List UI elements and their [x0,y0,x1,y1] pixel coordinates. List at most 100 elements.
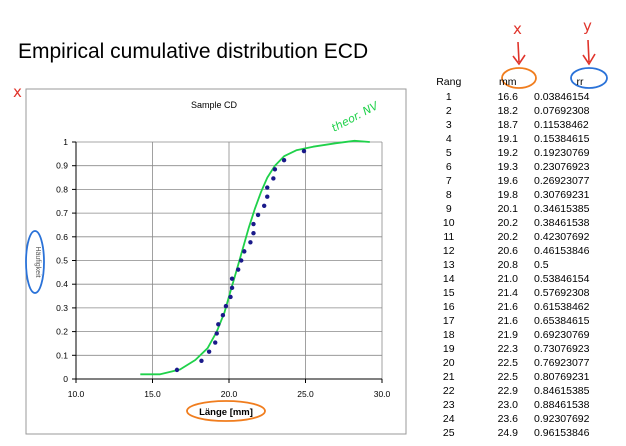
chart-title: Sample CD [191,100,238,110]
cell-mm: 24.9 [497,427,518,439]
data-point [301,148,307,154]
data-point [229,285,235,291]
cell-rang: 17 [442,315,455,327]
cell-rr: 0.15384615 [534,133,590,145]
data-point [174,367,180,373]
table-row: 24 23.6 0.92307692 [416,412,626,426]
cell-mm: 22.9 [497,385,518,397]
cell-rang: 5 [445,147,452,159]
table-row: 13 20.8 0.5 [416,258,626,272]
data-point [255,212,261,218]
x-tick-label: 10.0 [68,389,85,399]
data-point [272,167,278,172]
data-point [281,158,287,163]
data-point [251,221,256,227]
handwritten-x-left: x [13,83,22,101]
cell-mm: 18.2 [497,105,518,117]
header-rr: rr [576,76,584,88]
cell-rr: 0.38461538 [534,217,590,229]
data-point [239,258,244,263]
handwritten-y-above-rr: y [583,17,592,35]
cell-rr: 0.73076923 [534,343,590,355]
data-point [223,303,229,309]
cell-mm: 20.8 [497,259,518,271]
cell-mm: 19.1 [497,133,518,145]
cell-rr: 0.26923077 [534,175,590,187]
cell-rang: 11 [443,231,455,243]
cell-mm: 21.6 [497,301,518,313]
y-tick-label: 0.2 [56,327,68,337]
table-row: 20 22.5 0.76923077 [416,356,626,370]
table-row: 25 24.9 0.96153846 [416,426,626,440]
y-tick-label: 0.3 [56,303,68,313]
table-row: 18 21.9 0.69230769 [416,328,626,342]
cell-mm: 23.6 [497,413,518,425]
y-tick-label: 0.1 [56,350,68,360]
chart: Sample CD 0 0.1 0.2 0.3 0.4 0.5 0.6 0.7 0.8 0.9 1 1… [13,83,407,435]
header-rang: Rang [436,76,462,88]
cell-mm: 22.5 [497,371,518,383]
table-row: 19 22.3 0.73076923 [416,342,626,356]
cell-mm: 19.8 [497,189,518,201]
data-point [265,185,270,190]
theoretical-curve [140,139,370,376]
arrow-down-rr-icon [582,39,596,66]
cell-mm: 20.6 [497,245,518,257]
data-table: Rang mm rr 1 16.6 0.03846154 2 18.2 0.0769230… [416,74,626,440]
cell-rr: 0.07692308 [534,105,590,117]
arrow-down-mm-icon [512,41,526,66]
data-point [220,312,226,318]
data-point [242,249,247,254]
cell-rr: 0.34615385 [534,203,590,215]
data-point [251,230,256,236]
cell-rang: 23 [442,399,455,411]
cell-mm: 19.3 [497,161,518,173]
data-point [199,358,204,363]
cell-rr: 0.23076923 [534,161,590,173]
cell-rang: 14 [442,273,455,285]
cell-rr: 0.84615385 [534,385,590,397]
cell-rr: 0.92307692 [534,413,590,425]
cell-rr: 0.42307692 [534,231,590,243]
page-title: Empirical cumulative distribution ECD [18,40,369,63]
cell-mm: 21.9 [497,329,518,341]
cell-rang: 22 [442,385,455,397]
cell-mm: 20.2 [497,231,518,243]
cell-rang: 8 [445,189,452,201]
cell-rang: 16 [442,301,455,313]
xlabel-highlight-circle [186,400,266,422]
table-row: 17 21.6 0.65384615 [416,314,626,328]
cell-rang: 6 [445,161,452,173]
x-tick-label: 25.0 [297,389,314,399]
table-row: 12 20.6 0.46153846 [416,244,626,258]
table-row: 7 19.6 0.26923077 [416,174,626,188]
cell-rr: 0.69230769 [534,329,590,341]
handwritten-theory-note: theor. NV [329,99,381,135]
cell-mm: 18.7 [497,119,518,131]
cell-mm: 21.0 [497,273,518,285]
cell-rang: 13 [442,259,455,271]
cell-rang: 24 [442,413,455,425]
cell-rr: 0.03846154 [534,91,590,103]
y-tick-label: 0.8 [56,184,68,194]
y-tick-label: 0.7 [56,208,68,218]
header-mm: mm [499,76,517,88]
data-point [214,331,219,336]
cell-mm: 21.4 [497,287,518,299]
table-row: 23 23.0 0.88461538 [416,398,626,412]
cell-rr: 0.76923077 [534,357,590,369]
x-tick-label: 20.0 [221,389,238,399]
y-tick-label: 0.5 [56,256,68,266]
cell-rang: 15 [442,287,455,299]
cell-rang: 4 [445,133,452,145]
table-row: 22 22.9 0.84615385 [416,384,626,398]
cell-mm: 20.1 [497,203,518,215]
cell-rr: 0.88461538 [534,399,590,411]
data-point [229,276,235,281]
table-row: 21 22.5 0.80769231 [416,370,626,384]
table-row: 14 21.0 0.53846154 [416,272,626,286]
cell-rr: 0.46153846 [534,245,590,257]
table-row: 5 19.2 0.19230769 [416,146,626,160]
cell-rang: 21 [442,371,455,383]
y-tick-label: 0.4 [56,279,68,289]
